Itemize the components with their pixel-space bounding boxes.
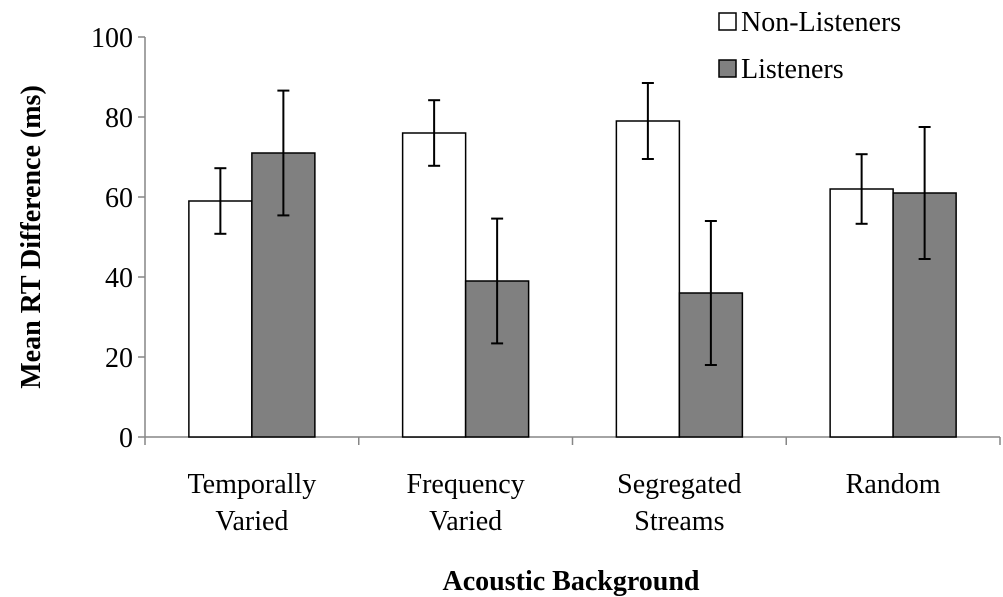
error-bar	[277, 89, 290, 217]
bar-non-listeners-3	[615, 120, 681, 438]
bars	[188, 120, 957, 438]
error-bar	[214, 167, 227, 235]
y-tick-label: 60	[105, 183, 133, 214]
legend-item: Listeners	[718, 54, 844, 85]
error-bars	[214, 82, 931, 366]
bar-listeners-2	[464, 280, 530, 438]
y-axis-title: Mean RT Difference (ms)	[16, 85, 47, 389]
category-labels: Temporally Varied Frequency Varied Segregate…	[188, 469, 941, 537]
y-tick-label: 20	[105, 343, 133, 374]
error-bar	[704, 220, 717, 366]
legend-item: Non-Listeners	[718, 7, 901, 38]
y-axis: 0 20 40 60 80 100	[91, 23, 146, 454]
legend-swatch	[718, 12, 737, 31]
bar-non-listeners-2	[401, 132, 467, 438]
bar-non-listeners-4	[829, 188, 894, 438]
x-category-label: Frequency Varied	[407, 469, 525, 537]
x-axis	[144, 436, 1001, 445]
legend-label: Non-Listeners	[741, 7, 901, 38]
legend: Non-Listeners Listeners	[718, 7, 901, 85]
y-tick-label: 100	[91, 23, 133, 54]
legend-label: Listeners	[741, 54, 844, 85]
legend-swatch	[718, 59, 737, 78]
error-bar	[918, 126, 931, 260]
error-bar	[641, 82, 654, 160]
error-bar	[855, 153, 868, 225]
bar-non-listeners-1	[188, 200, 253, 438]
error-bar	[491, 217, 504, 345]
error-bar	[428, 99, 441, 167]
y-tick-label: 40	[105, 263, 133, 294]
x-category-label: Segregated Streams	[617, 469, 741, 537]
y-tick-label: 0	[119, 423, 133, 454]
x-category-label: Temporally Varied	[188, 469, 317, 537]
x-axis-title: Acoustic Background	[443, 566, 700, 597]
x-category-label: Random	[846, 469, 941, 500]
y-tick-label: 80	[105, 103, 133, 134]
